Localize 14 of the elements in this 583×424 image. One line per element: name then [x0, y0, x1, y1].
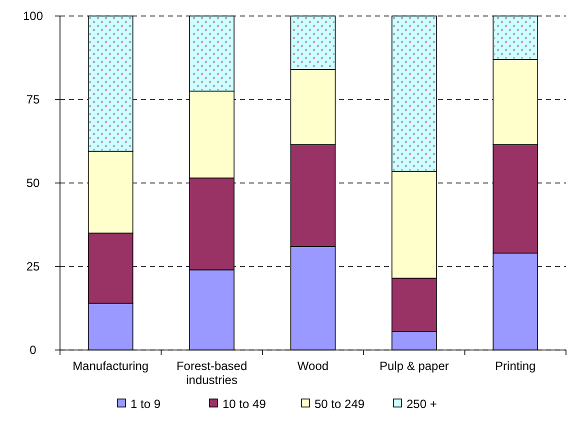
legend-label: 1 to 9 [130, 397, 161, 412]
x-tick-label: Printing [495, 359, 536, 373]
x-tick-label: Wood [297, 359, 329, 373]
x-tick-label: Manufacturing [72, 359, 149, 373]
legend-label: 10 to 49 [222, 397, 266, 412]
x-tick-label: Forest-based industries [176, 359, 248, 387]
x-tick-label: Pulp & paper [380, 359, 449, 373]
y-tick-label: 0 [30, 343, 37, 358]
y-tick-label: 100 [22, 9, 44, 24]
y-tick-label: 50 [26, 176, 40, 190]
legend-label: 250 + [406, 397, 437, 412]
y-tick-label: 25 [26, 260, 40, 274]
legend-label: 50 to 249 [314, 397, 365, 412]
y-tick-label: 75 [26, 92, 40, 107]
